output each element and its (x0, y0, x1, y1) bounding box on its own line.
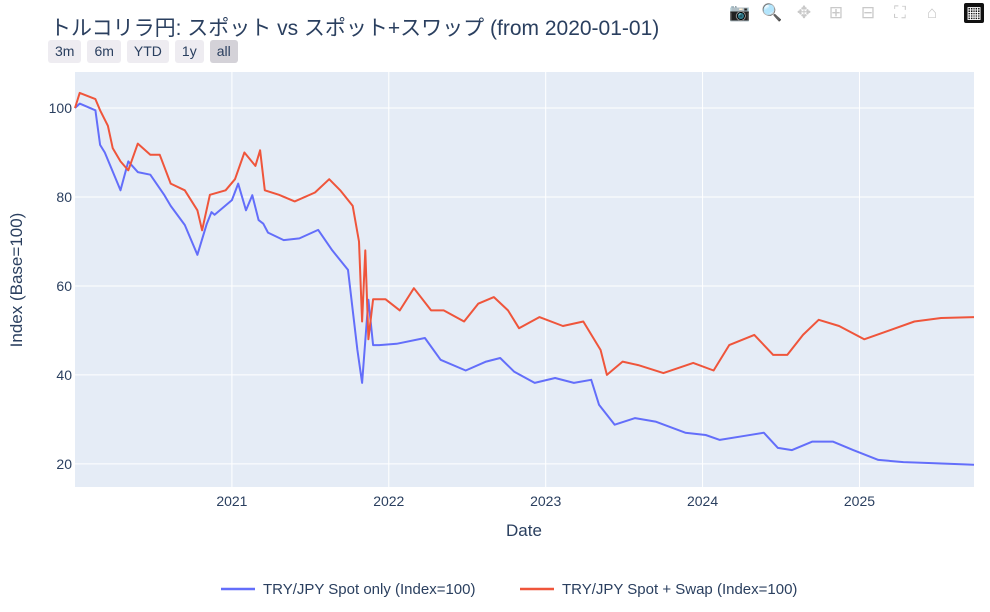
zoom-out-icon[interactable]: ⊟ (860, 3, 876, 22)
zoom-icon[interactable]: 🔍 (761, 3, 783, 22)
autoscale-icon[interactable]: ⛶ (894, 3, 906, 22)
y-tick-label: 20 (56, 456, 72, 472)
y-tick-label: 60 (56, 278, 72, 294)
x-tick-label: 2024 (687, 493, 718, 509)
x-axis-title: Date (506, 521, 542, 540)
x-tick-label: 2023 (530, 493, 561, 509)
zoom-in-icon[interactable]: ⊞ (828, 3, 844, 22)
y-tick-label: 100 (49, 100, 73, 116)
legend-label-spot-swap: TRY/JPY Spot + Swap (Index=100) (562, 581, 797, 598)
legend-item-spot-swap[interactable]: TRY/JPY Spot + Swap (Index=100) (520, 581, 797, 598)
modebar: 📷 🔍 ✥ ⊞ ⊟ ⛶ ⌂ ▦ (729, 3, 984, 23)
x-tick-label: 2025 (844, 493, 875, 509)
home-icon[interactable]: ⌂ (926, 3, 938, 22)
chart-title: トルコリラ円: スポット vs スポット+スワップ (from 2020-01-… (50, 17, 660, 40)
legend: TRY/JPY Spot only (Index=100) TRY/JPY Sp… (221, 581, 797, 598)
legend-label-spot: TRY/JPY Spot only (Index=100) (263, 581, 475, 598)
pan-icon[interactable]: ✥ (796, 3, 812, 22)
range-1y-button[interactable]: 1y (174, 40, 204, 63)
y-axis-title: Index (Base=100) (7, 213, 26, 348)
x-tick-label: 2021 (216, 493, 247, 509)
range-3m-button[interactable]: 3m (48, 40, 82, 63)
plotly-logo-icon[interactable]: ▦ (964, 3, 984, 23)
camera-icon[interactable]: 📷 (729, 3, 751, 22)
legend-item-spot[interactable]: TRY/JPY Spot only (Index=100) (221, 581, 475, 598)
range-selector: 3m 6m YTD 1y all (48, 40, 238, 63)
range-6m-button[interactable]: 6m (87, 40, 121, 63)
x-tick-label: 2022 (373, 493, 404, 509)
plot-area[interactable] (75, 72, 974, 487)
range-ytd-button[interactable]: YTD (126, 40, 169, 63)
series-line-spot-swap[interactable] (74, 91, 975, 376)
y-tick-label: 80 (56, 189, 72, 205)
series-line-spot[interactable] (74, 102, 975, 466)
range-all-button[interactable]: all (209, 40, 238, 63)
y-tick-label: 40 (56, 367, 72, 383)
